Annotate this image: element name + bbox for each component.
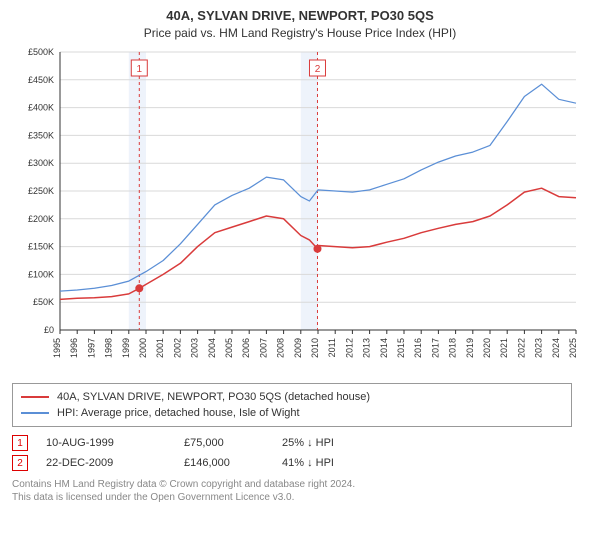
svg-text:£250K: £250K (28, 186, 54, 196)
svg-text:2: 2 (315, 64, 321, 75)
footer-note: Contains HM Land Registry data © Crown c… (12, 479, 588, 504)
svg-text:£350K: £350K (28, 130, 54, 140)
transaction-badge: 2 (12, 455, 28, 471)
svg-text:2014: 2014 (379, 338, 389, 358)
title-block: 40A, SYLVAN DRIVE, NEWPORT, PO30 5QS Pri… (12, 8, 588, 40)
svg-text:2019: 2019 (465, 338, 475, 358)
transaction-date: 10-AUG-1999 (46, 437, 166, 449)
svg-text:2005: 2005 (224, 338, 234, 358)
legend: 40A, SYLVAN DRIVE, NEWPORT, PO30 5QS (de… (12, 383, 572, 427)
chart-container: 40A, SYLVAN DRIVE, NEWPORT, PO30 5QS Pri… (0, 0, 600, 508)
chart-title: 40A, SYLVAN DRIVE, NEWPORT, PO30 5QS (12, 8, 588, 23)
transaction-price: £146,000 (184, 457, 264, 469)
svg-text:2009: 2009 (293, 338, 303, 358)
svg-text:2001: 2001 (155, 338, 165, 358)
svg-text:2024: 2024 (551, 338, 561, 358)
svg-text:1: 1 (137, 64, 143, 75)
legend-swatch (21, 396, 49, 398)
svg-text:2012: 2012 (344, 338, 354, 358)
svg-text:2004: 2004 (207, 338, 217, 358)
svg-text:£50K: £50K (33, 297, 54, 307)
legend-label: 40A, SYLVAN DRIVE, NEWPORT, PO30 5QS (de… (57, 391, 370, 403)
svg-text:£200K: £200K (28, 214, 54, 224)
transaction-delta: 25% ↓ HPI (282, 437, 422, 449)
svg-text:2018: 2018 (448, 338, 458, 358)
svg-text:2015: 2015 (396, 338, 406, 358)
transaction-row: 2 22-DEC-2009 £146,000 41% ↓ HPI (12, 453, 572, 473)
svg-text:2006: 2006 (241, 338, 251, 358)
svg-text:1995: 1995 (52, 338, 62, 358)
transaction-price: £75,000 (184, 437, 264, 449)
legend-row: 40A, SYLVAN DRIVE, NEWPORT, PO30 5QS (de… (21, 389, 563, 405)
svg-text:2013: 2013 (362, 338, 372, 358)
svg-text:2022: 2022 (516, 338, 526, 358)
svg-text:2021: 2021 (499, 338, 509, 358)
footer-line: This data is licensed under the Open Gov… (12, 492, 588, 505)
svg-text:£400K: £400K (28, 103, 54, 113)
svg-text:£450K: £450K (28, 75, 54, 85)
legend-label: HPI: Average price, detached house, Isle… (57, 407, 300, 419)
svg-text:2000: 2000 (138, 338, 148, 358)
svg-text:£500K: £500K (28, 47, 54, 57)
footer-line: Contains HM Land Registry data © Crown c… (12, 479, 588, 492)
transactions-table: 1 10-AUG-1999 £75,000 25% ↓ HPI 2 22-DEC-2009… (12, 433, 572, 473)
chart-subtitle: Price paid vs. HM Land Registry's House … (12, 26, 588, 40)
svg-text:2002: 2002 (172, 338, 182, 358)
chart-plot: £0 £50K £100K £150K £200K £250K £300K £350K £400… (12, 44, 588, 377)
transaction-delta: 41% ↓ HPI (282, 457, 422, 469)
svg-text:£300K: £300K (28, 158, 54, 168)
svg-text:1998: 1998 (104, 338, 114, 358)
svg-text:£0: £0 (44, 325, 54, 335)
svg-text:£100K: £100K (28, 269, 54, 279)
svg-text:2025: 2025 (568, 338, 578, 358)
line-chart-svg: £0 £50K £100K £150K £200K £250K £300K £350K £400… (12, 44, 588, 374)
svg-text:2023: 2023 (534, 338, 544, 358)
svg-text:2011: 2011 (327, 338, 337, 357)
transaction-date: 22-DEC-2009 (46, 457, 166, 469)
svg-text:2003: 2003 (190, 338, 200, 358)
svg-text:£150K: £150K (28, 242, 54, 252)
svg-text:1997: 1997 (86, 338, 96, 358)
svg-text:2020: 2020 (482, 338, 492, 358)
svg-text:2010: 2010 (310, 338, 320, 358)
legend-swatch (21, 412, 49, 414)
transaction-row: 1 10-AUG-1999 £75,000 25% ↓ HPI (12, 433, 572, 453)
svg-text:2017: 2017 (430, 338, 440, 358)
legend-row: HPI: Average price, detached house, Isle… (21, 405, 563, 421)
svg-text:2016: 2016 (413, 338, 423, 358)
svg-text:1999: 1999 (121, 338, 131, 358)
svg-text:2008: 2008 (276, 338, 286, 358)
svg-text:2007: 2007 (258, 338, 268, 358)
svg-text:1996: 1996 (69, 338, 79, 358)
transaction-badge: 1 (12, 435, 28, 451)
